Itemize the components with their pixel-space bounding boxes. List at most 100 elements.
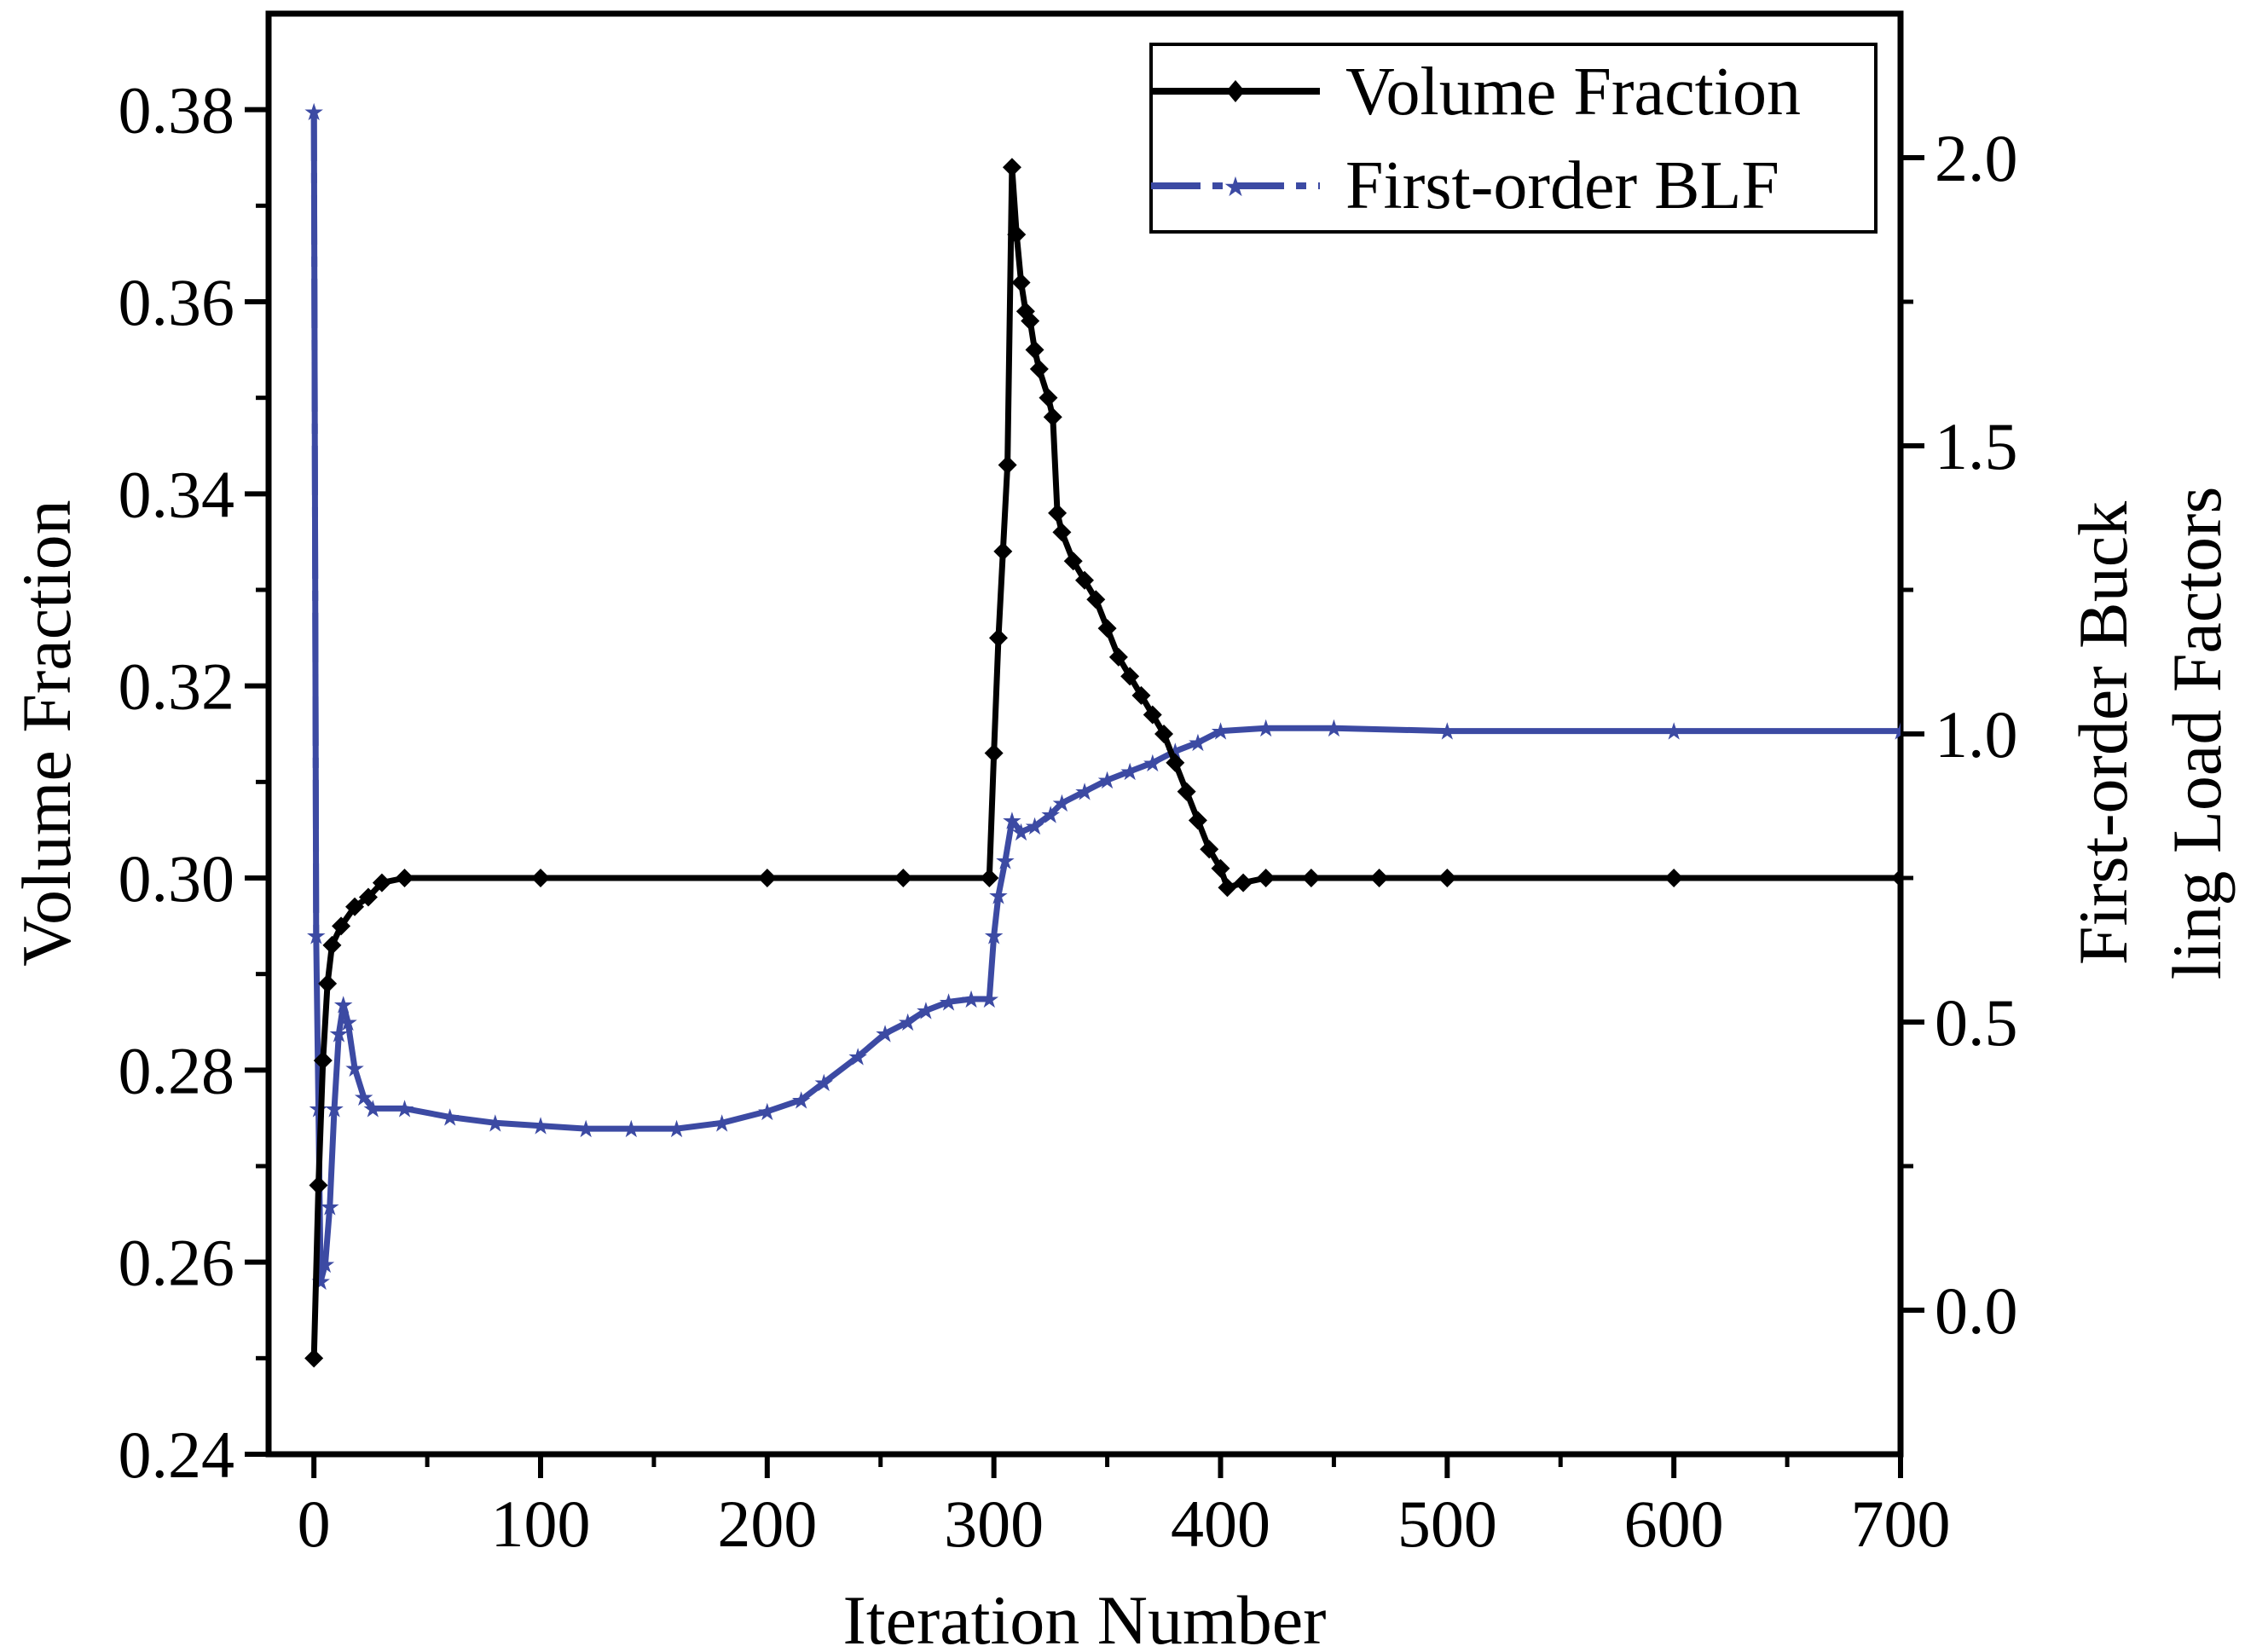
y-right-tick-label: 0.5: [1935, 985, 2018, 1060]
series-point-first-order-blf: ★: [1073, 778, 1095, 806]
series-point-volume-fraction: [1063, 552, 1083, 571]
series-point-first-order-blf: ★: [1663, 718, 1685, 746]
series-point-volume-fraction: [1025, 340, 1044, 360]
x-tick-label: 600: [1624, 1487, 1724, 1561]
x-tick-label: 0: [298, 1487, 331, 1561]
series-point-volume-fraction: [757, 869, 777, 887]
series-point-first-order-blf: ★: [353, 1083, 374, 1112]
series-point-first-order-blf: ★: [324, 1095, 345, 1123]
x-tick-label: 700: [1851, 1487, 1951, 1561]
series-point-volume-fraction: [1177, 782, 1196, 801]
series-point-first-order-blf: ★: [790, 1086, 812, 1114]
series-point-volume-fraction: [998, 455, 1017, 475]
y-right-tick-label: 1.5: [1935, 409, 2018, 483]
series-point-volume-fraction: [345, 897, 365, 916]
x-axis-ticks: 0 100 200 300 400 500 600 700: [298, 1454, 1951, 1561]
series-point-volume-fraction: [1891, 869, 1901, 887]
series-point-volume-fraction: [1218, 878, 1237, 898]
x-tick-label: 100: [491, 1487, 591, 1561]
series-point-volume-fraction: [1369, 869, 1389, 887]
series-point-first-order-blf: ★: [394, 1095, 415, 1123]
series-point-volume-fraction: [1256, 869, 1276, 887]
y-left-tick-label: 0.36: [119, 265, 235, 339]
series-point-volume-fraction: [531, 869, 550, 887]
series-point-first-order-blf: ★: [362, 1095, 384, 1123]
series-point-volume-fraction: [322, 935, 342, 955]
series-point-volume-fraction: [1043, 407, 1062, 427]
series-point-first-order-blf: ★: [344, 1054, 365, 1083]
series-point-volume-fraction: [1029, 359, 1049, 378]
series-point-first-order-blf: ★: [1096, 766, 1118, 794]
series-point-volume-fraction: [1188, 811, 1207, 830]
series-point-volume-fraction: [1021, 311, 1040, 331]
series-point-first-order-blf: ★: [1051, 789, 1073, 817]
y-left-tick-label: 0.26: [119, 1226, 235, 1300]
series-point-first-order-blf: ★: [711, 1109, 732, 1137]
y-right-axis-ticks: 0.0 0.5 1.0 1.5 2.0: [1901, 121, 2018, 1348]
series-point-volume-fraction: [304, 1349, 324, 1368]
legend-marker-first-order-blf: ★: [1224, 170, 1248, 203]
series-point-first-order-blf: ★: [1142, 749, 1163, 777]
y-right-axis-title-line2: ling Load Factors: [2158, 487, 2236, 979]
series-point-first-order-blf: ★: [848, 1043, 869, 1071]
series-point-volume-fraction: [1301, 869, 1321, 887]
series-point-first-order-blf: ★: [328, 1020, 350, 1048]
series-point-first-order-blf: ★: [987, 881, 1009, 910]
y-right-axis-title-line1: First-order Buck: [2064, 501, 2142, 965]
series-point-first-order-blf: ★: [915, 996, 936, 1025]
series-point-first-order-blf: ★: [439, 1104, 460, 1132]
series-point-first-order-blf: ★: [1210, 718, 1231, 746]
y-left-tick-label: 0.28: [119, 1033, 235, 1107]
series-point-volume-fraction: [993, 541, 1013, 561]
series-point-volume-fraction: [1086, 590, 1106, 609]
series-point-first-order-blf: ★: [938, 988, 959, 1016]
x-tick-label: 300: [944, 1487, 1044, 1561]
series-point-volume-fraction: [1120, 667, 1140, 686]
y-left-axis-title: Volume Fraction: [8, 500, 85, 966]
series-point-volume-fraction: [1002, 158, 1021, 177]
series-point-first-order-blf: ★: [484, 1109, 506, 1137]
series-point-volume-fraction: [1075, 570, 1094, 590]
series-point-first-order-blf: ★: [1040, 801, 1062, 829]
y-left-tick-label: 0.30: [119, 841, 235, 916]
x-axis-title: Iteration Number: [843, 1581, 1327, 1652]
series-point-first-order-blf: ★: [1255, 714, 1276, 742]
series-point-first-order-blf: ★: [1001, 806, 1022, 835]
series-point-volume-fraction: [1211, 858, 1230, 878]
x-tick-label: 200: [717, 1487, 817, 1561]
y-right-tick-label: 1.0: [1935, 697, 2018, 771]
series-point-first-order-blf: ★: [875, 1020, 896, 1048]
series-point-first-order-blf: ★: [994, 847, 1015, 875]
series-point-first-order-blf: ★: [319, 1193, 340, 1221]
series-point-volume-fraction: [1131, 685, 1151, 705]
y-left-tick-label: 0.38: [119, 73, 235, 147]
series-point-volume-fraction: [988, 628, 1008, 648]
series-point-volume-fraction: [309, 1175, 328, 1195]
series-point-volume-fraction: [1048, 503, 1068, 523]
series-point-volume-fraction: [395, 869, 414, 887]
series-point-volume-fraction: [332, 916, 351, 936]
legend-marker-volume-fraction: [1226, 80, 1245, 102]
y-right-tick-label: 0.0: [1935, 1274, 2018, 1348]
x-tick-label: 400: [1171, 1487, 1270, 1561]
series-point-volume-fraction: [1166, 753, 1185, 772]
series-point-first-order-blf: ★: [1187, 729, 1208, 757]
series-point-first-order-blf: ★: [621, 1115, 642, 1143]
series-point-volume-fraction: [1011, 273, 1031, 292]
y-left-tick-label: 0.34: [119, 457, 235, 531]
series-point-volume-fraction: [1108, 647, 1128, 667]
y-right-tick-label: 2.0: [1935, 121, 2018, 195]
series-segment-first-order-blf: [310, 111, 320, 936]
series-layer: ★★★★★★★★★★★★★ ★ ★ ★ ★ ★ ★ ★ ★ ★ ★★★★ ★★ ★ ★★★★★★★★★★ ★…: [304, 98, 1901, 1368]
series-point-first-order-blf: ★: [304, 98, 325, 126]
series-point-volume-fraction: [1154, 725, 1174, 743]
series-point-first-order-blf: ★: [1024, 812, 1045, 840]
series-point-first-order-blf: ★: [529, 1112, 551, 1141]
series-point-first-order-blf: ★: [983, 922, 1004, 950]
series-point-volume-fraction: [894, 869, 913, 887]
series-point-first-order-blf: ★: [666, 1115, 687, 1143]
series-point-volume-fraction: [1143, 705, 1162, 725]
series-point-volume-fraction: [1438, 869, 1457, 887]
series-point-volume-fraction: [1097, 619, 1117, 638]
